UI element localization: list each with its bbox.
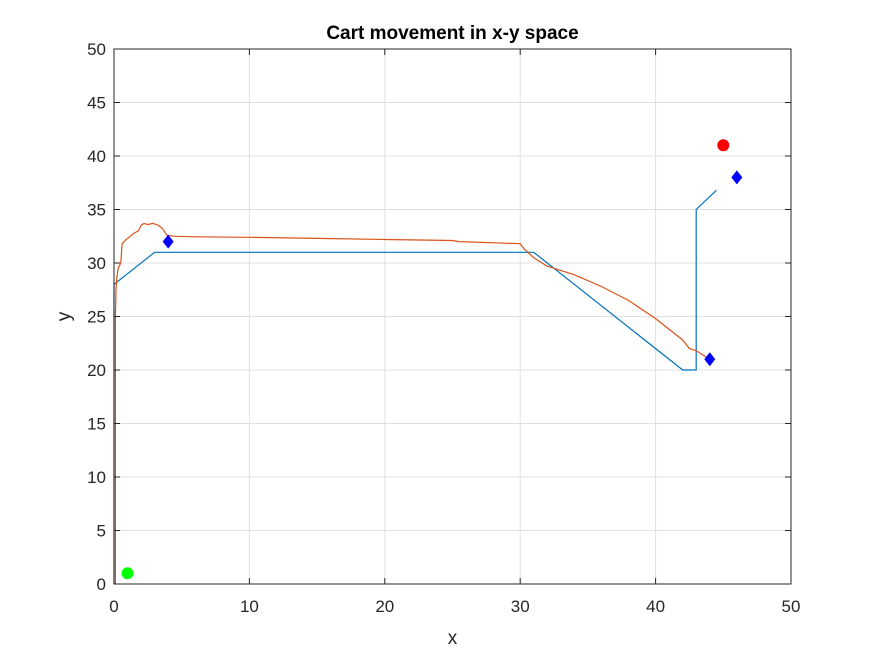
y-tick-label: 25 — [87, 308, 106, 327]
planned-path-line — [113, 189, 717, 584]
y-tick-label: 40 — [87, 147, 106, 166]
actual-path-line — [114, 222, 711, 584]
x-tick-label: 30 — [511, 597, 530, 616]
axes — [113, 48, 792, 585]
y-tick-label: 45 — [87, 94, 106, 113]
waypoint-marker — [704, 352, 716, 367]
start-marker — [121, 567, 134, 580]
y-tick-label: 20 — [87, 361, 106, 380]
x-tick-label: 0 — [109, 597, 118, 616]
y-axis-label: y — [54, 311, 75, 321]
x-tick-label: 20 — [375, 597, 394, 616]
y-tick-label: 10 — [87, 468, 106, 487]
x-tick-label: 50 — [782, 597, 801, 616]
y-tick-label: 50 — [87, 40, 106, 59]
y-tick-label: 0 — [97, 575, 106, 594]
chart-title: Cart movement in x-y space — [326, 23, 578, 44]
marker-layer — [121, 139, 743, 580]
y-tick-label: 35 — [87, 201, 106, 220]
waypoint-marker — [162, 234, 174, 249]
axes-box — [113, 48, 792, 585]
goal-marker — [717, 139, 730, 152]
y-tick-label: 30 — [87, 254, 106, 273]
y-tick-label: 5 — [97, 522, 106, 541]
y-tick-label: 15 — [87, 415, 106, 434]
tick-labels: 0 10 20 30 40 50 0 5 10 15 20 25 30 35 40 45 50 — [87, 40, 800, 616]
x-tick-label: 40 — [646, 597, 665, 616]
x-axis-label: x — [448, 628, 458, 649]
x-tick-label: 10 — [240, 597, 259, 616]
waypoint-marker — [731, 170, 743, 185]
series-layer — [113, 189, 717, 584]
